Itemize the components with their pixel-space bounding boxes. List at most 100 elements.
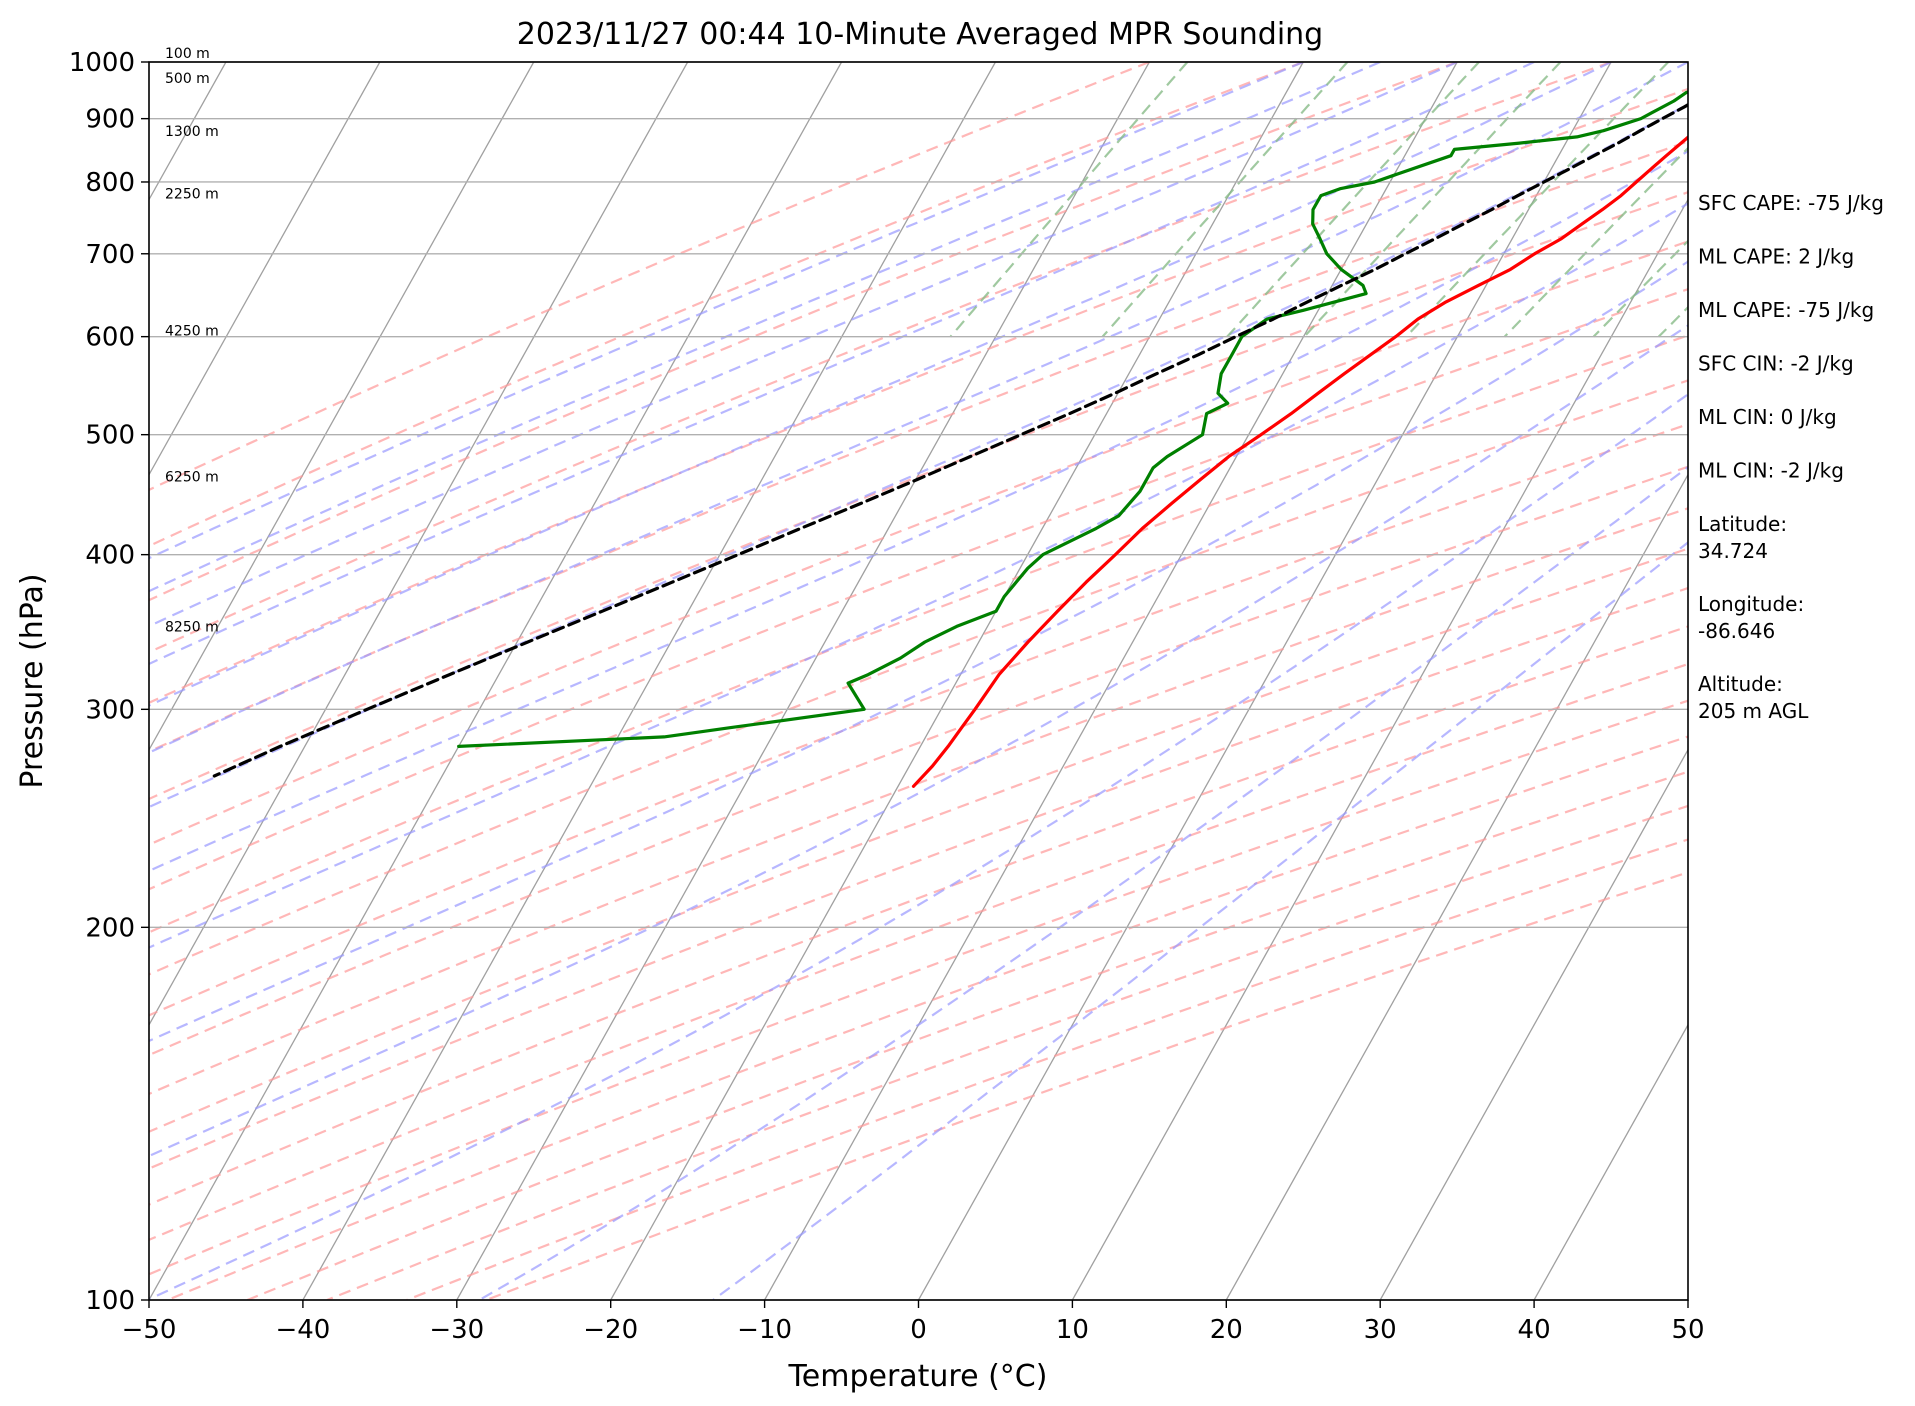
isotherm-line [302, 62, 997, 1300]
moist-adiabat-line [149, 62, 1688, 754]
x-tick-label: −20 [583, 1315, 638, 1345]
moist-adiabat-line [712, 541, 1688, 1300]
x-tick-label: −10 [737, 1315, 792, 1345]
dry-adiabat-line [149, 334, 1688, 934]
x-tick-label: 10 [1056, 1315, 1089, 1345]
dry-adiabat-line [149, 62, 1458, 602]
sounding-parameter-text: 205 m AGL [1698, 699, 1809, 723]
sounding-parameter-text: ML CAPE: -75 J/kg [1698, 298, 1874, 322]
isotherm-line [149, 62, 535, 752]
dry-adiabat-line [149, 240, 1688, 846]
dry-adiabat-line [149, 62, 1304, 548]
x-axis-label: Temperature (°C) [788, 1359, 1048, 1394]
y-tick-label: 300 [85, 695, 135, 725]
sounding-parameter: ML CIN: -2 J/kg [1698, 459, 1844, 483]
moist-adiabat-line [149, 102, 1688, 809]
height-label: 1300 m [165, 124, 219, 140]
y-tick-label: 900 [85, 105, 135, 135]
x-tick-label: 20 [1210, 1315, 1243, 1345]
y-axis-label: Pressure (hPa) [15, 573, 50, 788]
temperature-profile-line [911, 135, 1688, 788]
sounding-parameter: ML CAPE: 2 J/kg [1698, 245, 1854, 269]
x-tick-label: −50 [122, 1315, 177, 1345]
height-label: 500 m [165, 71, 210, 87]
y-tick-label: 800 [85, 168, 135, 198]
x-tick-label: 0 [910, 1315, 927, 1345]
height-label: 4250 m [165, 323, 219, 339]
moist-adiabat-line [149, 324, 1688, 1158]
dry-adiabat-line [149, 662, 1688, 1242]
x-tick-label: −30 [429, 1315, 484, 1345]
profile-series [212, 90, 1688, 788]
sounding-parameter: SFC CIN: -2 J/kg [1698, 352, 1854, 376]
moist-adiabat-line [149, 62, 1458, 628]
dry-adiabat-line [149, 547, 1688, 1133]
y-tick-label: 700 [85, 240, 135, 270]
mixing-ratio-line [1503, 146, 1688, 338]
isotherm-line [610, 62, 1304, 1300]
sounding-parameters: SFC CAPE: -75 J/kg ML CAPE: 2 J/kg ML CAPE… [1698, 191, 1884, 723]
moist-adiabat-line [149, 260, 1688, 1043]
isobar-grid [149, 61, 1688, 1301]
x-tick-label: 50 [1671, 1315, 1704, 1345]
dewpoint-profile-line [457, 90, 1688, 748]
x-tick-label: 30 [1364, 1315, 1397, 1345]
dry-adiabat-line [149, 62, 1150, 492]
moist-adiabat-line [149, 62, 1535, 666]
moist-adiabat-line [149, 62, 1381, 593]
isotherm-line [1533, 1023, 1688, 1300]
sounding-parameter: Longitude: -86.646 [1698, 592, 1804, 643]
height-label: 100 m [165, 46, 210, 62]
isotherm-line [1225, 473, 1688, 1300]
moist-adiabat-line [478, 465, 1688, 1300]
y-axis-ticks: 1000 900 800 700 600 500 400 300 200 100 [69, 48, 149, 1316]
sounding-parameter-text: 34.724 [1698, 539, 1768, 563]
y-tick-label: 500 [85, 421, 135, 451]
y-tick-label: 1000 [69, 48, 135, 78]
dry-adiabat-line [326, 804, 1688, 1300]
sounding-parameter-text: SFC CAPE: -75 J/kg [1698, 191, 1884, 215]
sounding-parameter: ML CIN: 0 J/kg [1698, 405, 1837, 429]
sounding-parameter-text: Altitude: [1698, 672, 1783, 696]
dry-adiabat-line [149, 87, 1688, 704]
moist-adiabat-line [149, 62, 1612, 707]
x-tick-label: −40 [275, 1315, 330, 1345]
isotherm-line [1379, 748, 1688, 1300]
sounding-parameter-text: Latitude: [1698, 512, 1787, 536]
y-tick-label: 200 [85, 913, 135, 943]
dry-adiabat-line [246, 770, 1688, 1300]
y-tick-label: 400 [85, 541, 135, 571]
mixing-ratio-line [1592, 239, 1688, 338]
sounding-parameter-text: ML CIN: -2 J/kg [1698, 459, 1844, 483]
sounding-parameter-text: ML CIN: 0 J/kg [1698, 405, 1837, 429]
parcel-profile-line [212, 102, 1688, 778]
isotherm-line [917, 62, 1612, 1300]
chart-title: 2023/11/27 00:44 10-Minute Averaged MPR … [517, 17, 1323, 52]
height-label: 2250 m [165, 187, 219, 203]
sounding-parameter: ML CAPE: -75 J/kg [1698, 298, 1874, 322]
dry-adiabat-line [149, 423, 1688, 1017]
dry-adiabat-line [149, 507, 1688, 1096]
moist-adiabat-line [149, 62, 1304, 560]
dry-adiabat-line [149, 62, 1612, 654]
dry-adiabat-line [149, 140, 1688, 753]
isotherm-line [149, 62, 843, 1300]
sounding-parameter-text: Longitude: [1698, 592, 1804, 616]
sounding-parameter: Altitude: 205 m AGL [1698, 672, 1809, 723]
height-label: 6250 m [165, 469, 219, 485]
dry-adiabat-line [149, 586, 1688, 1170]
sounding-parameter: Latitude: 34.724 [1698, 512, 1787, 563]
mixing-ratio-line [949, 62, 1189, 338]
background-lines [149, 62, 1688, 1300]
isotherm-line [149, 62, 381, 476]
sounding-parameter-text: SFC CIN: -2 J/kg [1698, 352, 1854, 376]
moist-adiabat-line [149, 392, 1688, 1300]
dry-adiabat-line [149, 699, 1688, 1276]
height-label: 8250 m [165, 620, 219, 636]
sounding-parameter-text: -86.646 [1698, 619, 1775, 643]
isotherm-line [149, 62, 689, 1027]
dry-adiabat-line [167, 735, 1688, 1300]
moist-adiabat-line [149, 202, 1688, 949]
y-tick-label: 100 [85, 1286, 135, 1316]
